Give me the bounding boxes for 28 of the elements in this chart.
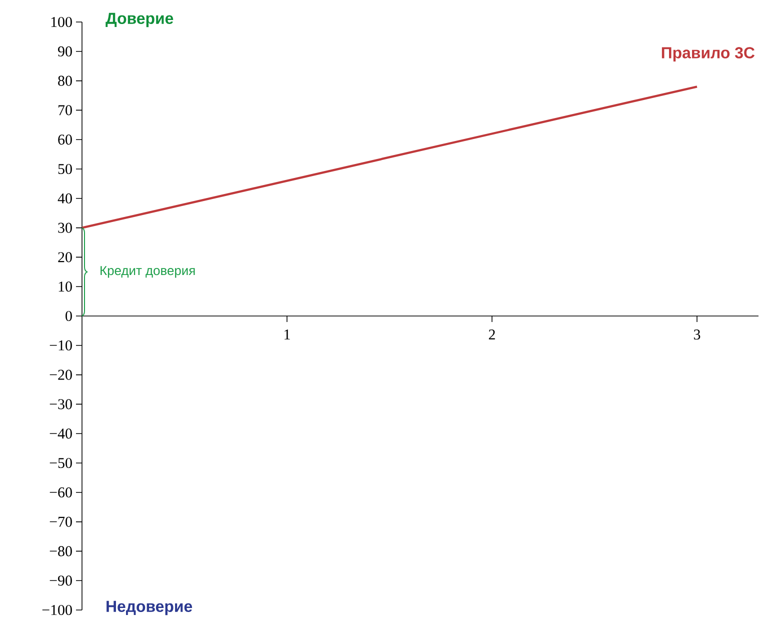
annotation: Кредит доверия — [100, 266, 195, 278]
y-tick-label: −30 — [50, 399, 72, 410]
y-tick-label: −50 — [50, 458, 72, 468]
annotation: Недоверие — [106, 600, 192, 616]
annotation: Доверие — [106, 12, 174, 28]
y-tick-label: −10 — [50, 340, 72, 350]
text: Правило 3С — [662, 47, 755, 62]
y-tick-label: −100 — [42, 604, 72, 616]
x-tick-label: 3 — [694, 330, 700, 340]
y-tick-label: 20 — [58, 252, 72, 262]
y-tick-label: 100 — [51, 16, 72, 28]
y-tick-label: 10 — [58, 282, 72, 292]
y-tick-label: 0 — [66, 310, 72, 322]
y-tick-label: 60 — [58, 134, 72, 145]
y-tick-label: 30 — [58, 222, 72, 233]
y-tick-label: 40 — [58, 193, 72, 204]
y-tick-label: −80 — [50, 546, 72, 556]
x-tick-label: 1 — [284, 330, 290, 340]
y-tick-label: 90 — [58, 46, 72, 56]
y-tick-label: 50 — [58, 164, 72, 174]
y-tick-label: 70 — [58, 105, 72, 116]
y-tick-label: −40 — [50, 428, 72, 439]
y-tick-label: −20 — [50, 370, 72, 380]
y-tick-label: −60 — [50, 487, 72, 498]
y-tick-label: 80 — [58, 76, 72, 86]
x-tick-label: 2 — [488, 330, 495, 340]
y-tick-label: −90 — [50, 576, 72, 586]
y-tick-label: −70 — [50, 516, 72, 527]
